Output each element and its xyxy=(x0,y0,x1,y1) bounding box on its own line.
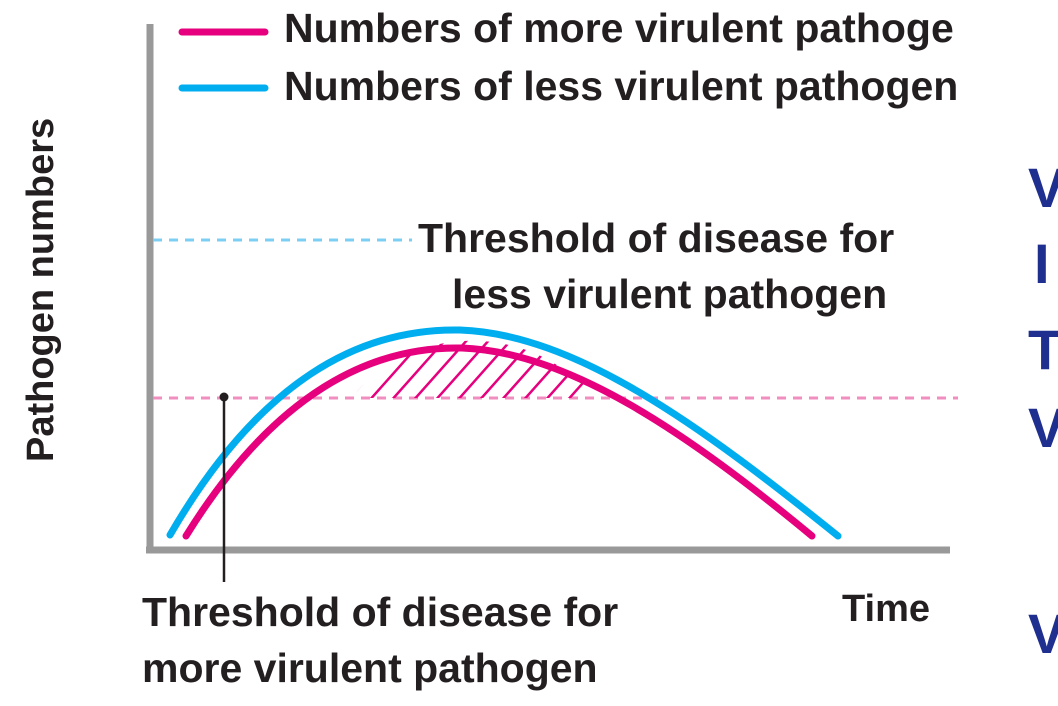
less-virulent-threshold-label-line1: Threshold of disease for xyxy=(418,215,895,261)
more-virulent-threshold-label-line1: Threshold of disease for xyxy=(142,589,619,635)
cropped-text-fragment: V xyxy=(1028,156,1058,219)
threshold-pointer-dot xyxy=(219,392,229,402)
y-axis-label: Pathogen numbers xyxy=(20,117,62,462)
cropped-text-fragment: V xyxy=(1028,396,1058,459)
more-virulent-curve xyxy=(182,344,816,540)
more-virulent-threshold-label-line2: more virulent pathogen xyxy=(142,645,598,691)
less-virulent-threshold-label-line2: less virulent pathogen xyxy=(452,271,888,317)
legend-label-more-virulent: Numbers of more virulent pathoge xyxy=(284,5,954,51)
cropped-text-fragment: V xyxy=(1028,602,1058,665)
cropped-text-fragment: I xyxy=(1034,232,1050,295)
legend-label-less-virulent: Numbers of less virulent pathogen xyxy=(284,63,959,109)
cropped-text-fragment: T xyxy=(1028,318,1058,381)
less-virulent-curve xyxy=(166,326,842,540)
x-axis-label: Time xyxy=(842,588,931,630)
